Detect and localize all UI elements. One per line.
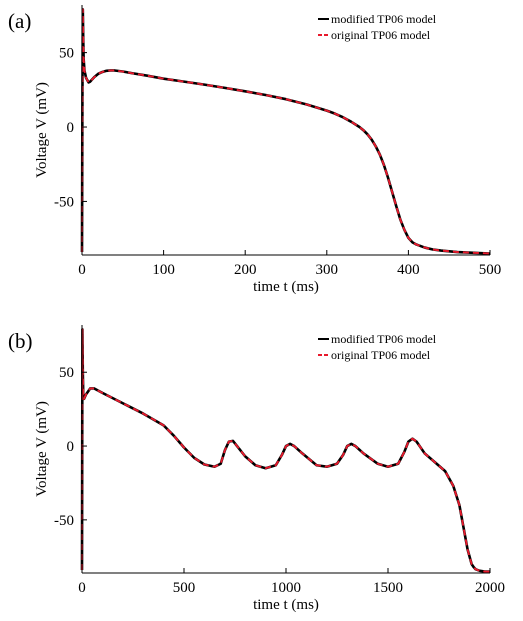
chart-b-legend-entry: original TP06 model bbox=[331, 348, 431, 362]
chart-b-y-tick-label: 50 bbox=[59, 365, 74, 381]
chart-a-y-tick-label: 50 bbox=[59, 46, 74, 62]
chart-b-series-line-modified bbox=[80, 328, 490, 573]
chart-a-y-tick-label: 0 bbox=[67, 120, 75, 136]
chart-b-x-tick-label: 1000 bbox=[271, 580, 301, 596]
chart-b: 0 500 1000 1500 2000 -50 0 50 time t (ms) Voltage… bbox=[8, 325, 505, 613]
chart-a-legend-entry: modified TP06 model bbox=[331, 12, 437, 26]
chart-a-x-tick-label: 500 bbox=[479, 262, 502, 278]
chart-a-x-tick-label: 100 bbox=[152, 262, 175, 278]
chart-b-y-tick-label: 0 bbox=[67, 439, 75, 455]
chart-a-series-line-original bbox=[81, 8, 491, 255]
chart-b-legend-entry: modified TP06 model bbox=[331, 332, 437, 346]
chart-b-x-tick-label: 500 bbox=[173, 580, 196, 596]
chart-b-y-tick-label: -50 bbox=[54, 513, 74, 529]
chart-a: 0 100 200 300 400 500 -50 0 50 time t (ms) Voltage… bbox=[8, 5, 501, 295]
chart-b-x-tick-label: 0 bbox=[78, 580, 86, 596]
chart-b-x-tick-label: 2000 bbox=[475, 580, 505, 596]
chart-a-y-tick-label: -50 bbox=[54, 194, 74, 210]
chart-a-x-tick-label: 200 bbox=[234, 262, 257, 278]
chart-a-legend-entry: original TP06 model bbox=[331, 28, 431, 42]
chart-b-x-axis-label: time t (ms) bbox=[253, 597, 319, 613]
chart-b-y-axis-label: Voltage V (mV) bbox=[34, 401, 50, 497]
chart-b-panel-label: (b) bbox=[8, 329, 33, 353]
chart-a-y-axis-label: Voltage V (mV) bbox=[34, 82, 50, 178]
chart-b-x-tick-label: 1500 bbox=[373, 580, 403, 596]
chart-a-panel-label: (a) bbox=[8, 9, 31, 33]
chart-a-series-line-modified bbox=[80, 8, 491, 255]
chart-a-x-tick-label: 0 bbox=[78, 262, 86, 278]
chart-a-x-axis-label: time t (ms) bbox=[253, 279, 319, 295]
chart-b-series-line-original bbox=[81, 328, 490, 573]
chart-a-x-tick-label: 400 bbox=[397, 262, 420, 278]
chart-a-x-tick-label: 300 bbox=[316, 262, 339, 278]
